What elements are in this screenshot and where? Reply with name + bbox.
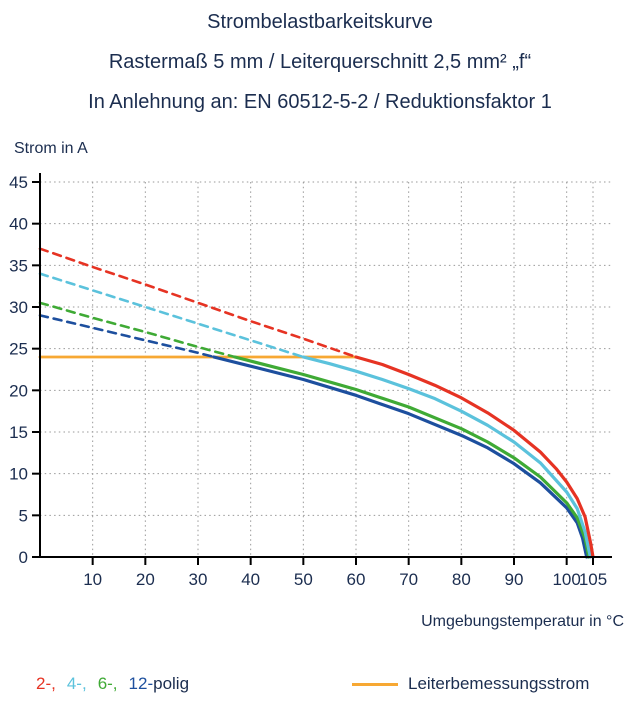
rated-current-label: Leiterbemessungsstrom [408,674,590,693]
polig-legend-items: 2-, 4-, 6-, 12- [36,674,153,694]
x-axis-label: Umgebungstemperatur in °C [421,613,624,630]
svg-text:30: 30 [9,298,28,317]
polig-legend-suffix: polig [153,674,190,693]
rated-current-legend: Leiterbemessungsstrom [352,674,589,694]
svg-text:35: 35 [9,256,28,275]
title-line-3: In Anlehnung an: EN 60512-5-2 / Reduktio… [88,91,552,113]
svg-text:40: 40 [241,570,260,589]
svg-text:20: 20 [9,381,28,400]
svg-text:40: 40 [9,215,28,234]
polig-legend: 2-, 4-, 6-, 12- polig [36,674,189,694]
rated-current-line-swatch [352,682,398,686]
polig-legend-item: 12- [128,674,154,693]
y-axis-label: Strom in A [14,140,88,157]
svg-text:10: 10 [9,465,28,484]
svg-text:90: 90 [505,570,524,589]
svg-text:80: 80 [452,570,471,589]
svg-text:25: 25 [9,340,28,359]
svg-text:45: 45 [9,173,28,192]
polig-legend-item: 6-, [97,674,118,693]
title-line-2: Rastermaß 5 mm / Leiterquerschnitt 2,5 m… [108,51,532,73]
svg-text:100: 100 [552,570,580,589]
svg-text:50: 50 [294,570,313,589]
svg-text:30: 30 [189,570,208,589]
svg-text:20: 20 [136,570,155,589]
svg-text:5: 5 [19,506,28,525]
svg-text:70: 70 [399,570,418,589]
svg-text:105: 105 [579,570,607,589]
svg-text:60: 60 [347,570,366,589]
svg-text:0: 0 [19,548,28,567]
polig-legend-item: 2-, [36,674,56,693]
polig-legend-item: 4-, [66,674,87,693]
chart-title: Strombelastbarkeitskurve Rastermaß 5 mm … [0,2,640,122]
svg-text:15: 15 [9,423,28,442]
title-line-1: Strombelastbarkeitskurve [207,11,433,33]
svg-text:10: 10 [83,570,102,589]
